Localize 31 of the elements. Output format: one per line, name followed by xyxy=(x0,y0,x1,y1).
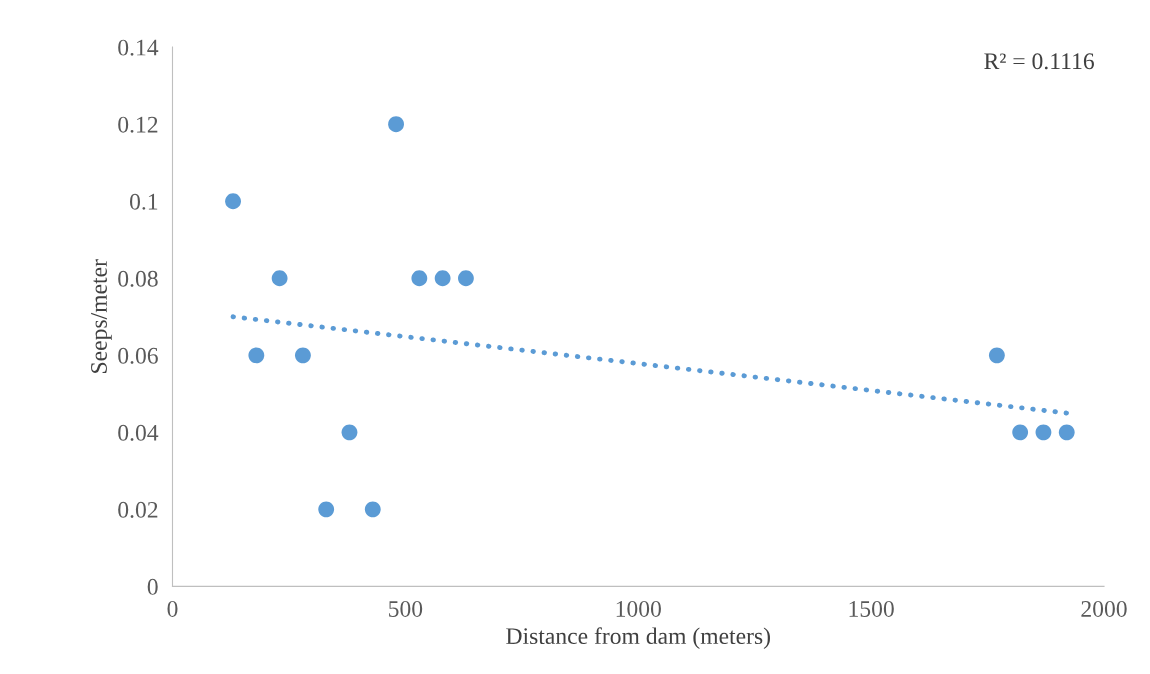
point xyxy=(988,347,1005,364)
point xyxy=(1012,424,1029,441)
point xyxy=(318,501,335,518)
y-tick-label: 0.08 xyxy=(118,270,158,287)
y-tick-label: 0.04 xyxy=(118,424,159,441)
point xyxy=(1058,424,1075,441)
point xyxy=(271,270,288,287)
point xyxy=(388,116,404,133)
point xyxy=(248,347,265,364)
x-tick-label: 0 xyxy=(167,600,178,617)
y-tick-label: 0.1 xyxy=(130,193,158,210)
y-tick-label: 0.12 xyxy=(118,116,158,133)
y-tick-label: 0 xyxy=(147,578,158,595)
point xyxy=(294,347,311,364)
point xyxy=(434,270,451,287)
y-tick-label: 0.14 xyxy=(118,39,159,56)
point xyxy=(225,193,241,210)
x-tick-label: 1500 xyxy=(849,600,894,617)
point xyxy=(458,270,474,287)
point xyxy=(411,270,428,287)
x-tick-label: 500 xyxy=(389,600,423,617)
x-axis-title: Distance from dam (meters) xyxy=(506,627,770,649)
x-tick-label: 1000 xyxy=(616,600,661,617)
annotation: R² = 0.1116 xyxy=(984,53,1094,70)
y-axis-title: Seeps/meter xyxy=(91,259,112,373)
y-tick-label: 0.02 xyxy=(118,501,158,518)
point xyxy=(364,501,381,518)
x-tick-label: 2000 xyxy=(1081,600,1127,617)
point xyxy=(341,424,358,441)
y-tick-label: 0.06 xyxy=(118,347,158,364)
point xyxy=(1035,424,1052,441)
